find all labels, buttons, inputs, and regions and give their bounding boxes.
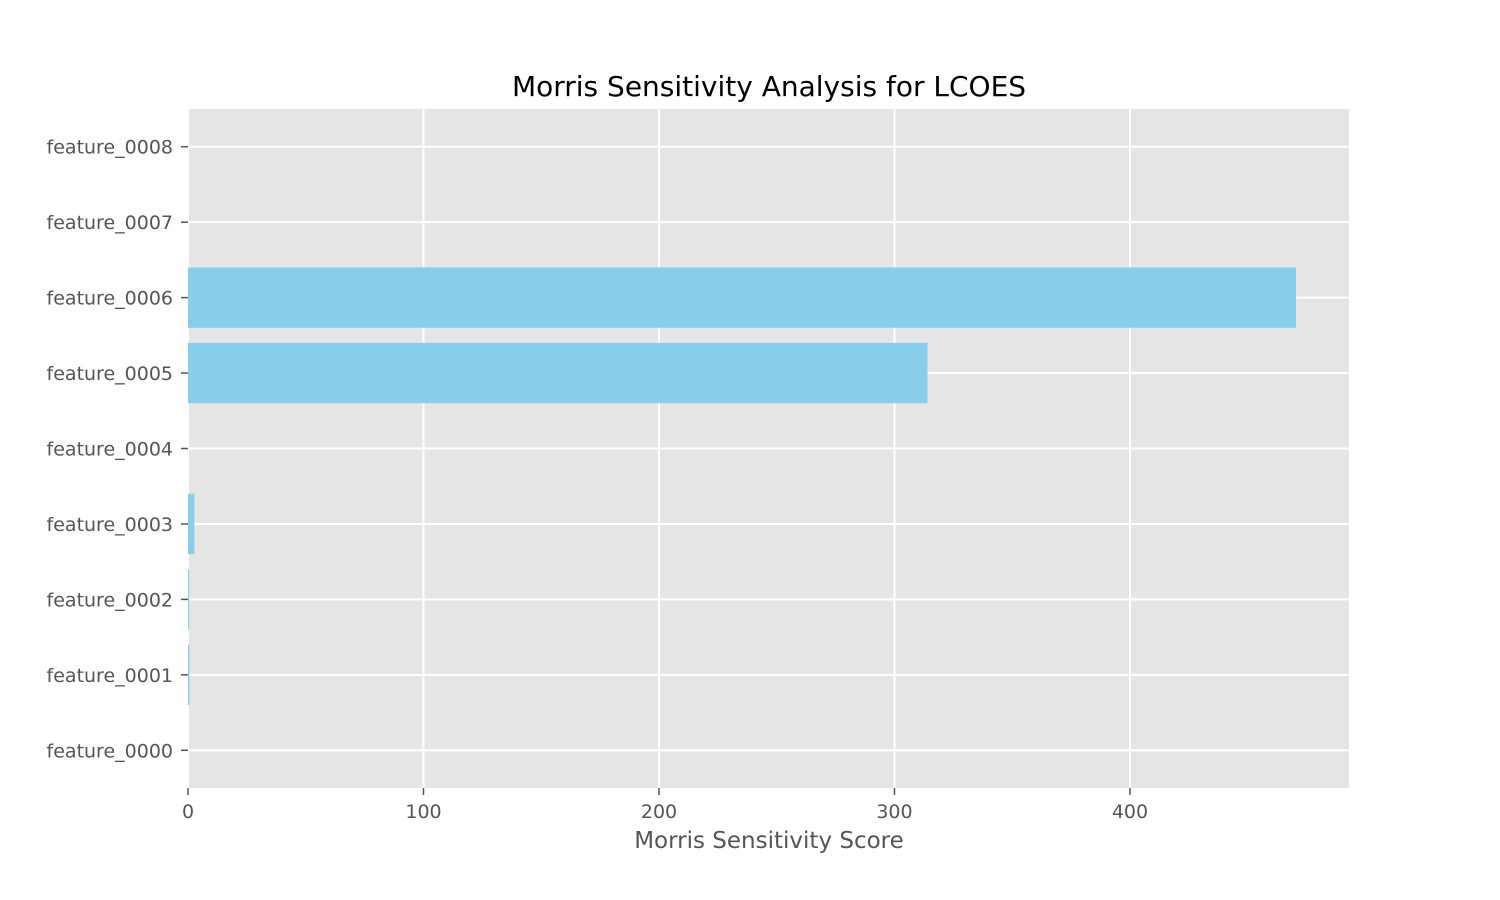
y-tick-label: feature_0004 (47, 439, 173, 461)
x-tick-label: 100 (405, 801, 441, 823)
y-tick-label: feature_0000 (47, 740, 173, 762)
bar-feature_0005 (188, 342, 928, 404)
y-tick-label: feature_0003 (47, 514, 173, 536)
y-tick-label: feature_0008 (47, 137, 173, 159)
x-axis-ticks: 0 100 200 300 400 (182, 788, 1148, 823)
bar-feature_0006 (188, 267, 1297, 328)
x-tick-label: 200 (641, 801, 677, 823)
x-tick-label: 0 (182, 801, 194, 823)
x-axis-label: Morris Sensitivity Score (634, 828, 904, 854)
y-tick-label: feature_0007 (47, 212, 173, 234)
y-tick-label: feature_0006 (47, 288, 173, 310)
chart-title: Morris Sensitivity Analysis for LCOES (512, 70, 1026, 103)
x-tick-label: 400 (1112, 801, 1148, 823)
bar-feature_0002 (188, 569, 190, 630)
bars (188, 267, 1297, 706)
y-tick-label: feature_0005 (47, 363, 173, 385)
y-tick-label: feature_0002 (47, 589, 173, 611)
y-axis-ticks: feature_0000 feature_0001 feature_0002 feat… (47, 137, 188, 762)
y-tick-label: feature_0001 (47, 665, 173, 687)
bar-feature_0001 (188, 644, 190, 706)
x-tick-label: 300 (876, 801, 912, 823)
bar-feature_0003 (188, 493, 195, 555)
